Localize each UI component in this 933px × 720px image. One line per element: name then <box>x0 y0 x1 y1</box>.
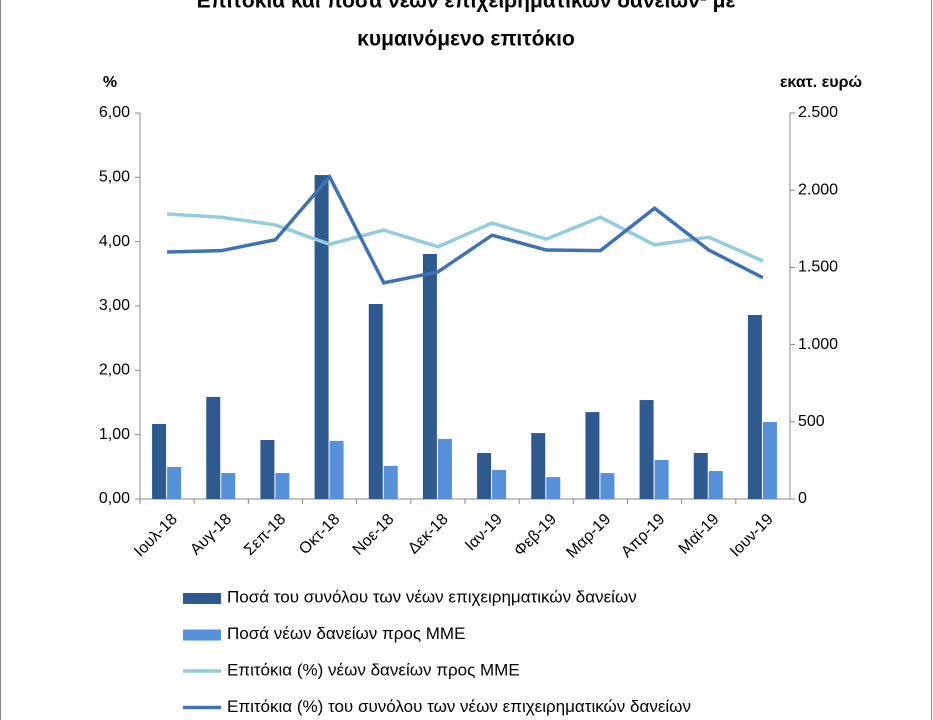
y2-tick-label: 2.500 <box>798 104 838 121</box>
bar <box>747 314 762 499</box>
bar <box>708 471 723 499</box>
bar <box>762 421 777 499</box>
legend-label: Επιτόκια (%) του συνόλου των νέων επιχει… <box>227 697 691 716</box>
chart-title: κυμαινόμενο επιτόκιο <box>357 28 575 51</box>
bar <box>639 400 654 499</box>
bar <box>585 412 600 499</box>
bar <box>492 469 507 499</box>
bar <box>693 452 708 499</box>
chart-title: Επιτόκια και ποσά νέων επιχειρηματικών δ… <box>197 0 736 13</box>
bar <box>221 473 236 499</box>
legend-label: Επιτόκια (%) νέων δανείων προς ΜΜΕ <box>227 660 520 679</box>
bar <box>531 433 546 499</box>
y2-axis-label: εκατ. ευρώ <box>780 74 862 91</box>
bar <box>422 253 437 499</box>
y2-tick-label: 0 <box>798 490 807 507</box>
bar <box>275 473 290 499</box>
bar <box>368 303 383 499</box>
bar <box>600 473 615 499</box>
bar <box>437 438 452 499</box>
y2-tick-label: 500 <box>798 413 825 430</box>
bar <box>477 452 492 499</box>
y2-tick-label: 1.500 <box>798 259 838 276</box>
bar <box>167 467 182 499</box>
y-tick-label: 3,00 <box>99 297 130 314</box>
bar <box>383 465 398 499</box>
line <box>166 212 764 263</box>
bar <box>206 396 221 499</box>
legend-swatch <box>183 629 221 641</box>
y-tick-label: 1,00 <box>99 426 130 443</box>
y2-tick-label: 2.000 <box>798 181 838 198</box>
bar <box>152 423 167 499</box>
bar <box>654 459 669 499</box>
y-tick-label: 5,00 <box>99 169 130 186</box>
legend-label: Ποσά του συνόλου των νέων επιχειρηματικώ… <box>227 587 637 606</box>
y-axis-label: % <box>103 74 117 91</box>
bar <box>546 477 561 499</box>
legend-swatch <box>183 593 221 604</box>
y-tick-label: 4,00 <box>99 233 130 250</box>
y-tick-label: 0,00 <box>99 490 130 507</box>
bar <box>260 440 275 499</box>
y2-tick-label: 1.000 <box>798 336 838 353</box>
y-tick-label: 2,00 <box>99 362 130 379</box>
bar <box>329 440 344 499</box>
legend-label: Ποσά νέων δανείων προς ΜΜΕ <box>227 624 465 643</box>
y-tick-label: 6,00 <box>99 104 130 121</box>
line <box>167 173 764 285</box>
bar <box>314 175 329 500</box>
